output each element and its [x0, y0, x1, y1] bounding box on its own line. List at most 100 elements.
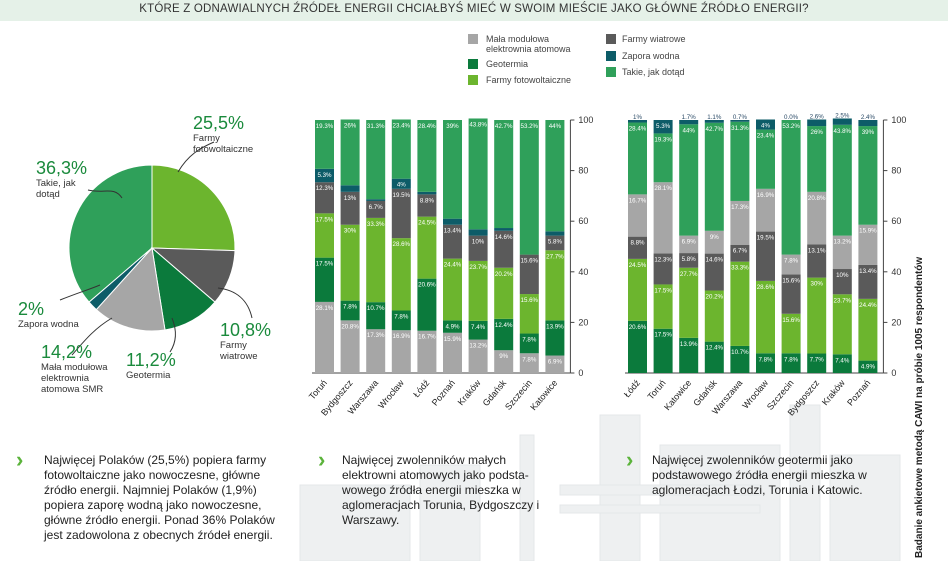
bar-value-label: 10.7% [367, 305, 385, 312]
bar-value-label: 16.7% [418, 334, 436, 341]
legend-label-geotermia: Geotermia [486, 59, 529, 69]
bar-segment-fotowoltaika [417, 216, 437, 279]
chevron-right-icon: › [318, 447, 326, 472]
bar-value-label: 15.6% [521, 258, 539, 265]
bar-value-label: 13.9% [546, 323, 564, 330]
bar-segment-geotermia [704, 341, 724, 373]
bar-value-label: 24.5% [629, 262, 647, 269]
bar-segment-farmy_wiatrowe [653, 253, 673, 285]
bar-value-label: 2.4% [861, 114, 876, 121]
bar-segment-geotermia [494, 318, 514, 351]
y-tick-label: 60 [891, 216, 901, 226]
bar-value-label: 30% [344, 228, 357, 235]
legend-swatch-mala [468, 34, 478, 44]
legend-swatch-fotowoltaika [468, 75, 478, 85]
bar-segment-mala [545, 355, 565, 373]
pie-pct-wiatrowe: 10,8% [220, 320, 272, 340]
legend-label-mala: Mała modułowa elektrownia atomowa [486, 34, 571, 54]
bar-value-label: 17.3% [731, 204, 749, 211]
bar-value-label: 31.3% [367, 123, 385, 130]
bar-value-label: 5.3% [656, 123, 671, 130]
bar-segment-farmy_wiatrowe [519, 254, 539, 295]
bar-segment-takie_jak_dotad [704, 122, 724, 231]
pie-label-wiatrowe: Farmy wiatrowe [220, 340, 258, 362]
bar-segment-mala [468, 339, 488, 373]
bar-segment-fotowoltaika [730, 261, 750, 346]
x-category-label: Katowice [662, 378, 693, 412]
chart-legend: Mała modułowa elektrownia atomowa Farmy … [0, 0, 948, 90]
bar-value-label: 4% [397, 182, 406, 189]
bar-segment-zapora [391, 178, 411, 189]
y-tick-label: 40 [578, 267, 588, 277]
bar-value-label: 14.6% [495, 234, 513, 241]
chevron-right-icon: › [626, 447, 634, 472]
bar-segment-zapora [756, 119, 775, 130]
bar-segment-geotermia [730, 345, 750, 373]
bar-segment-fotowoltaika [494, 267, 514, 319]
stacked-bar-chart-cities-2: 0 20 40 60 80 100 20.6% 24.5% 8.8% 16.7% 28.4% 1% Łó… [622, 112, 907, 417]
bar-value-label: 7.4% [471, 324, 486, 331]
bar-segment-zapora [730, 120, 750, 122]
bar-segment-takie_jak_dotad [858, 126, 878, 225]
bar-segment-zapora [653, 120, 673, 134]
bar-value-label: 26% [811, 129, 824, 136]
bar-segment-fotowoltaika [832, 294, 852, 355]
title-bar [0, 0, 948, 21]
bar-value-label: 42.7% [495, 123, 513, 130]
bar-value-label: 24.4% [444, 262, 462, 269]
bar-segment-fotowoltaika [679, 267, 699, 338]
bar-value-label: 23.4% [393, 122, 411, 129]
bar-value-label: 53.2% [521, 123, 539, 130]
bar-segment-fotowoltaika [704, 290, 724, 342]
legend-label-farmy-wiatrowe: Farmy wiatrowe [622, 34, 686, 44]
legend-swatch-zapora [606, 51, 616, 61]
bar-segment-takie_jak_dotad [494, 120, 514, 229]
bar-value-label: 28.4% [418, 123, 436, 130]
bar-segment-farmy_wiatrowe [468, 235, 488, 261]
bar-segment-geotermia [679, 337, 699, 373]
bar-segment-mala [704, 230, 724, 254]
bar-value-label: 17.5% [654, 287, 672, 294]
bar-value-label: 12.4% [706, 345, 724, 352]
bar-segment-fotowoltaika [653, 284, 673, 329]
bar-value-label: 8.8% [420, 197, 435, 204]
bar-segment-mala [628, 194, 647, 237]
bar-value-label: 9% [710, 234, 719, 241]
bar-segment-geotermia [391, 310, 411, 331]
bar-segment-mala [366, 329, 386, 373]
bar-segment-takie_jak_dotad [730, 121, 750, 201]
y-tick-label: 100 [578, 115, 593, 125]
bar-segment-takie_jak_dotad [807, 126, 827, 192]
bar-segment-farmy_wiatrowe [443, 224, 462, 259]
x-category-label: Katowice [528, 378, 559, 412]
bar-segment-farmy_wiatrowe [756, 231, 775, 281]
bar-segment-farmy_wiatrowe [417, 194, 437, 217]
bar-segment-geotermia [468, 320, 488, 340]
bar-segment-mala [858, 224, 878, 265]
bar-segment-mala [494, 350, 514, 373]
x-category-label: Łódź [411, 377, 432, 399]
bar-value-label: 16.7% [629, 197, 647, 204]
pie-label-fotowoltaika: Farmy fotowoltaiczne [193, 133, 254, 155]
bar-segment-mala [391, 330, 411, 373]
y-tick-label: 80 [578, 166, 588, 176]
bar-value-label: 13.4% [444, 228, 462, 235]
bar-segment-takie_jak_dotad [628, 122, 647, 195]
pie-label-geotermia: Geotermia [126, 370, 171, 381]
bar-segment-fotowoltaika [443, 258, 462, 321]
bar-segment-geotermia [781, 353, 801, 373]
bar-value-label: 13.1% [808, 247, 826, 254]
bar-segment-farmy_wiatrowe [315, 182, 334, 214]
bar-value-label: 4.9% [445, 323, 460, 330]
bar-segment-farmy_wiatrowe [832, 269, 852, 295]
bar-value-label: 8.8% [630, 240, 645, 247]
bar-value-label: 13.2% [469, 343, 487, 350]
bar-segment-farmy_wiatrowe [545, 235, 565, 251]
bar-segment-takie_jak_dotad [315, 120, 334, 169]
bar-value-label: 7.8% [784, 258, 799, 265]
stacked-bar-chart-cities-1: 0 20 40 60 80 100 28.1% 17.5% 17.5% 12.3% 5.3% 19.3… [307, 115, 594, 418]
bar-segment-zapora [832, 118, 852, 125]
bar-value-label: 15.6% [782, 277, 800, 284]
legend-swatch-takie-jak-dotad [606, 67, 616, 77]
bar-value-label: 12.4% [495, 322, 513, 329]
